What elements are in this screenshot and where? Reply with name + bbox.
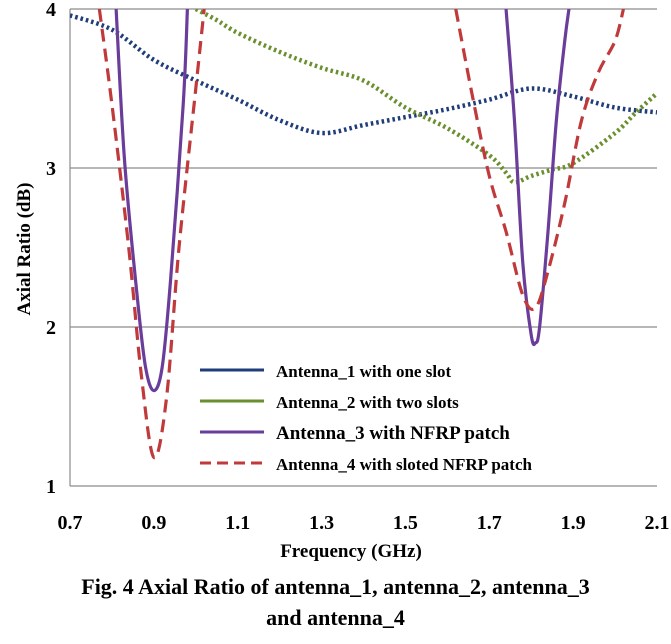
x-tick-label: 1.5 [393, 512, 418, 534]
figure-caption-line-1: Fig. 4 Axial Ratio of antenna_1, antenna… [81, 574, 590, 599]
legend-label-antenna-3: Antenna_3 with NFRP patch [276, 423, 510, 444]
axial-ratio-chart: 1 2 3 4 0.7 0.9 1.1 1.3 1.5 1.7 1.9 2.1 Frequency (… [14, 0, 670, 562]
series-line-antenna-4 [97, 9, 206, 460]
series-line-antenna-4-segment-2 [454, 9, 626, 311]
legend: Antenna_1 with one slot Antenna_2 with t… [200, 362, 533, 474]
tick-labels: 1 2 3 4 0.7 0.9 1.1 1.3 1.5 1.7 1.9 2.1 [46, 0, 670, 534]
y-tick-label: 3 [46, 158, 56, 180]
x-tick-label: 1.7 [477, 512, 502, 534]
x-tick-label: 0.7 [58, 512, 83, 534]
y-axis-label: Axial Ratio (dB) [14, 183, 35, 316]
x-tick-label: 0.9 [141, 512, 166, 534]
y-tick-label: 4 [46, 0, 56, 21]
y-tick-label: 2 [46, 317, 56, 339]
series-line-antenna-1 [70, 13, 657, 136]
legend-label-antenna-2: Antenna_2 with two slots [276, 393, 459, 412]
axes [69, 9, 657, 487]
x-tick-label: 1.9 [561, 512, 586, 534]
x-tick-label: 2.1 [645, 512, 670, 534]
grid-lines [70, 8, 657, 328]
legend-label-antenna-4: Antenna_4 with sloted NFRP patch [276, 455, 533, 474]
legend-label-antenna-1: Antenna_1 with one slot [276, 362, 452, 381]
series-line-antenna-2 [194, 9, 657, 185]
series-line-antenna-3 [114, 9, 189, 393]
series-line-antenna-3-segment-2 [504, 9, 571, 347]
x-tick-label: 1.3 [309, 512, 334, 534]
data-series [70, 9, 657, 460]
x-axis-label: Frequency (GHz) [280, 541, 422, 562]
x-tick-label: 1.1 [225, 512, 250, 534]
y-tick-label: 1 [46, 476, 56, 498]
figure-caption-line-2: and antenna_4 [266, 605, 405, 630]
